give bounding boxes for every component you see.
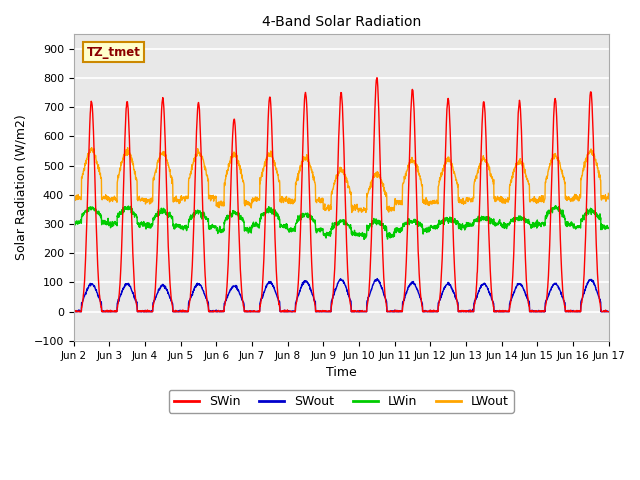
LWin (368, 220, 376, 226)
SWin (605, 309, 612, 314)
LWout (348, 210, 356, 216)
SWout (219, 309, 227, 314)
SWout (605, 309, 612, 314)
Line: LWin: LWin (74, 206, 609, 239)
SWout (356, 308, 364, 314)
Line: SWout: SWout (74, 278, 609, 312)
SWout (572, 309, 580, 314)
LWout (219, 203, 227, 209)
LWin (557, 209, 565, 215)
LWout (70, 196, 77, 202)
LWin (356, 232, 364, 238)
X-axis label: Time: Time (326, 366, 356, 379)
LWout (369, 176, 376, 182)
LWin (219, 227, 227, 232)
LWin (70, 219, 77, 225)
SWin (497, 309, 504, 314)
SWout (497, 309, 504, 314)
SWin (70, 309, 77, 314)
SWin (557, 262, 565, 268)
LWout (357, 206, 365, 212)
LWin (497, 220, 504, 226)
Title: 4-Band Solar Radiation: 4-Band Solar Radiation (262, 15, 420, 29)
SWout (368, 285, 376, 291)
SWin (219, 309, 227, 314)
SWout (374, 276, 381, 281)
Y-axis label: Solar Radiation (W/m2): Solar Radiation (W/m2) (15, 115, 28, 261)
LWin (605, 225, 612, 230)
Line: LWout: LWout (74, 148, 609, 213)
LWin (573, 224, 580, 230)
Text: TZ_tmet: TZ_tmet (87, 46, 141, 59)
SWout (70, 309, 77, 314)
LWin (552, 203, 559, 209)
LWin (360, 236, 368, 242)
LWout (497, 193, 504, 199)
SWin (368, 220, 376, 226)
LWout (605, 191, 612, 196)
SWout (557, 290, 565, 296)
Line: SWin: SWin (74, 78, 609, 312)
Legend: SWin, SWout, LWin, LWout: SWin, SWout, LWin, LWout (168, 390, 514, 413)
LWout (573, 193, 580, 199)
SWin (373, 75, 381, 81)
LWout (557, 169, 565, 175)
SWin (356, 308, 364, 314)
LWout (124, 145, 131, 151)
SWin (572, 309, 580, 314)
